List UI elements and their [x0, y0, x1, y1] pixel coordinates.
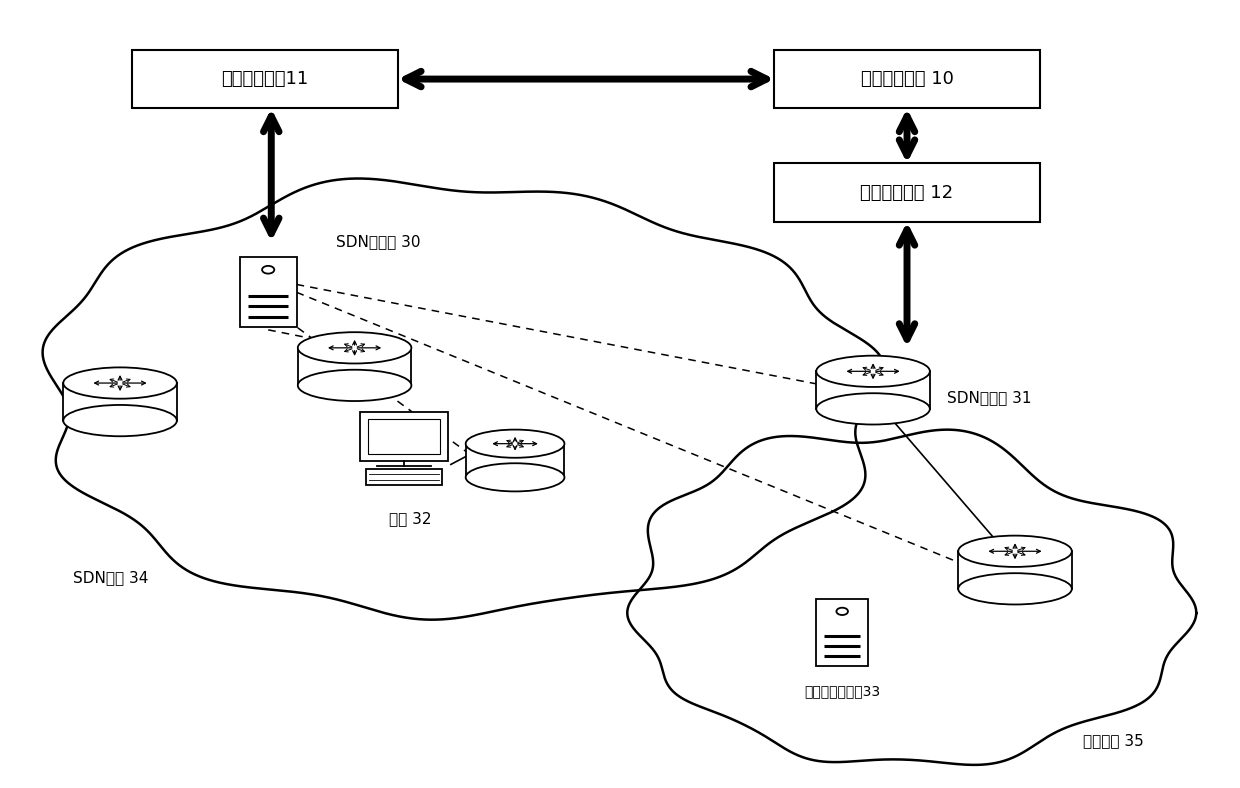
Text: SDN交换机 31: SDN交换机 31: [947, 390, 1032, 405]
Polygon shape: [298, 348, 412, 385]
FancyBboxPatch shape: [774, 50, 1039, 109]
Circle shape: [837, 608, 848, 615]
Text: 系统控制模块 10: 系统控制模块 10: [861, 70, 954, 88]
Text: 其他网络 35: 其他网络 35: [1084, 733, 1145, 748]
Text: 肉机 32: 肉机 32: [389, 511, 432, 526]
Polygon shape: [816, 371, 930, 409]
Text: 僵尸网络控制器33: 僵尸网络控制器33: [804, 684, 880, 698]
FancyBboxPatch shape: [239, 257, 296, 328]
Text: 流量清洗模块 12: 流量清洗模块 12: [861, 184, 954, 202]
Polygon shape: [42, 179, 885, 619]
Ellipse shape: [63, 367, 177, 399]
Polygon shape: [627, 429, 1197, 765]
Polygon shape: [63, 383, 177, 421]
Ellipse shape: [298, 333, 412, 363]
FancyBboxPatch shape: [774, 163, 1039, 222]
FancyBboxPatch shape: [133, 50, 398, 109]
Ellipse shape: [816, 393, 930, 425]
Text: 流表策略模块11: 流表策略模块11: [222, 70, 309, 88]
Polygon shape: [959, 552, 1071, 589]
Ellipse shape: [466, 463, 564, 492]
Ellipse shape: [298, 370, 412, 401]
Ellipse shape: [959, 573, 1071, 604]
Ellipse shape: [466, 429, 564, 458]
Polygon shape: [466, 444, 564, 478]
Ellipse shape: [63, 405, 177, 437]
Circle shape: [262, 266, 274, 273]
FancyBboxPatch shape: [816, 600, 868, 666]
FancyBboxPatch shape: [368, 418, 439, 454]
Ellipse shape: [816, 355, 930, 387]
FancyBboxPatch shape: [360, 412, 449, 460]
Text: SDN网络 34: SDN网络 34: [73, 571, 149, 585]
FancyBboxPatch shape: [366, 469, 443, 485]
Ellipse shape: [959, 536, 1071, 567]
Text: SDN控制器 30: SDN控制器 30: [336, 234, 420, 249]
